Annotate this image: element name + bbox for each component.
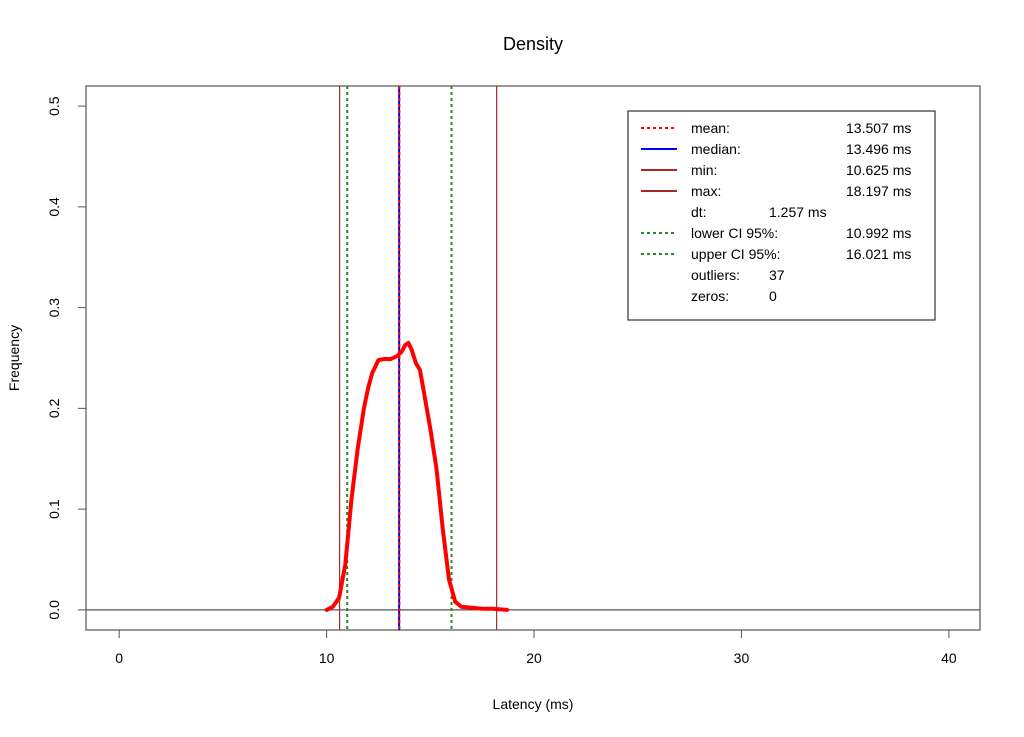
x-axis-label: Latency (ms) (493, 696, 574, 712)
legend: mean: 13.507 ms median: 13.496 ms min: 10.625… (627, 110, 936, 321)
legend-value: 1.257 ms (769, 204, 827, 220)
y-tick-label: 0.2 (46, 398, 62, 418)
legend-value: 0 (769, 288, 777, 304)
legend-value: 37 (769, 267, 785, 283)
legend-label: zeros: (691, 288, 729, 304)
legend-label: dt: (691, 204, 707, 220)
density-curve (324, 340, 510, 612)
legend-value: 18.197 ms (846, 183, 911, 199)
legend-label: mean: (691, 120, 730, 136)
x-tick-label: 20 (526, 650, 542, 666)
y-tick-label: 0.5 (46, 96, 62, 116)
legend-label: lower CI 95%: (691, 225, 778, 241)
chart-title: Density (503, 34, 563, 54)
x-tick-label: 40 (941, 650, 957, 666)
legend-value: 10.992 ms (846, 225, 911, 241)
plot-frame (85, 85, 981, 631)
y-tick-label: 0.0 (46, 600, 62, 620)
legend-label: upper CI 95%: (691, 246, 781, 262)
legend-value: 13.496 ms (846, 141, 911, 157)
x-tick-label: 30 (734, 650, 750, 666)
legend-label: max: (691, 183, 721, 199)
x-tick-label: 10 (319, 650, 335, 666)
plot-area: 0 10 20 30 40 0.0 0.1 0.2 0.3 0.4 0.5 (46, 85, 981, 666)
y-axis-label: Frequency (6, 325, 22, 391)
legend-value: 10.625 ms (846, 162, 911, 178)
legend-label: outliers: (691, 267, 740, 283)
y-tick-label: 0.3 (46, 298, 62, 318)
legend-box (627, 110, 936, 321)
legend-value: 16.021 ms (846, 246, 911, 262)
y-tick-label: 0.4 (46, 197, 62, 217)
y-tick-label: 0.1 (46, 499, 62, 519)
legend-value: 13.507 ms (846, 120, 911, 136)
legend-label: median: (691, 141, 741, 157)
legend-label: min: (691, 162, 717, 178)
x-tick-label: 0 (115, 650, 123, 666)
